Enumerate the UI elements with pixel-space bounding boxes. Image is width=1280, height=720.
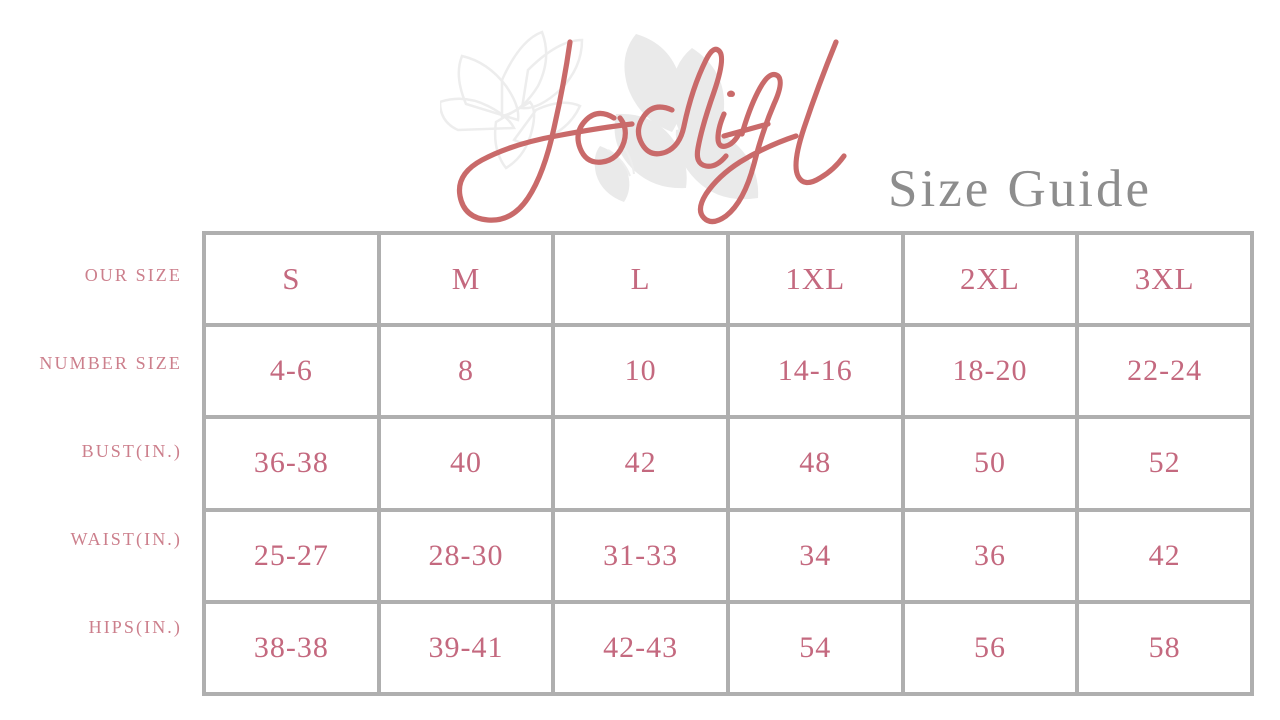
header-area: Size Guide <box>0 0 1280 231</box>
table-row: S M L 1XL 2XL 3XL <box>202 230 1254 328</box>
cell-waist-l: 31-33 <box>551 507 730 604</box>
table-row: 4-6 8 10 14-16 18-20 22-24 <box>202 323 1254 420</box>
cell-waist-1xl: 34 <box>725 507 905 604</box>
cell-hips-m: 39-41 <box>376 599 556 696</box>
cell-bust-m: 40 <box>376 415 556 512</box>
cell-our-size-2xl: 2XL <box>900 230 1080 328</box>
cell-waist-3xl: 42 <box>1075 507 1254 604</box>
row-label-column: OUR SIZE NUMBER SIZE BUST(IN.) WAIST(IN.… <box>0 231 190 672</box>
table-row: 38-38 39-41 42-43 54 56 58 <box>202 599 1254 696</box>
cell-waist-2xl: 36 <box>900 507 1080 604</box>
cell-bust-l: 42 <box>551 415 730 512</box>
size-chart-table: S M L 1XL 2XL 3XL 4-6 8 10 14-16 18-20 2… <box>202 230 1254 696</box>
row-label-number-size: NUMBER SIZE <box>39 352 182 373</box>
cell-number-size-l: 10 <box>551 323 730 420</box>
cell-hips-l: 42-43 <box>551 599 730 696</box>
cell-hips-3xl: 58 <box>1075 599 1254 696</box>
cell-number-size-m: 8 <box>376 323 556 420</box>
cell-number-size-s: 4-6 <box>202 323 381 420</box>
row-label-hips: HIPS(IN.) <box>88 617 182 638</box>
cell-waist-m: 28-30 <box>376 507 556 604</box>
cell-waist-s: 25-27 <box>202 507 381 604</box>
cell-bust-2xl: 50 <box>900 415 1080 512</box>
cell-our-size-s: S <box>202 230 381 328</box>
cell-hips-1xl: 54 <box>725 599 905 696</box>
cell-number-size-1xl: 14-16 <box>725 323 905 420</box>
cell-number-size-2xl: 18-20 <box>900 323 1080 420</box>
cell-our-size-1xl: 1XL <box>725 230 905 328</box>
cell-number-size-3xl: 22-24 <box>1075 323 1254 420</box>
table-row: 25-27 28-30 31-33 34 36 42 <box>202 507 1254 604</box>
cell-hips-s: 38-38 <box>202 599 381 696</box>
cell-bust-s: 36-38 <box>202 415 381 512</box>
cell-our-size-m: M <box>376 230 556 328</box>
table-row: 36-38 40 42 48 50 52 <box>202 415 1254 512</box>
row-label-waist: WAIST(IN.) <box>70 529 182 550</box>
row-label-bust: BUST(IN.) <box>81 440 182 461</box>
page-title: Size Guide <box>888 160 1153 218</box>
cell-our-size-l: L <box>551 230 730 328</box>
cell-our-size-3xl: 3XL <box>1075 230 1254 328</box>
brand-logo-jodifl <box>456 39 847 225</box>
cell-hips-2xl: 56 <box>900 599 1080 696</box>
row-label-our-size: OUR SIZE <box>84 264 182 285</box>
cell-bust-3xl: 52 <box>1075 415 1254 512</box>
cell-bust-1xl: 48 <box>725 415 905 512</box>
